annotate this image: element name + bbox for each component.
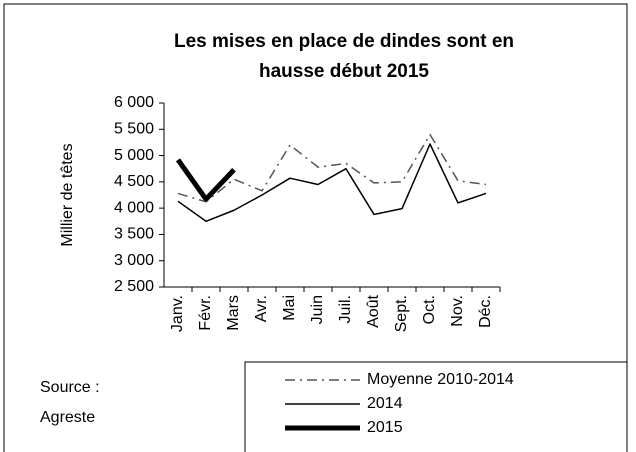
legend-label: 2014 xyxy=(367,395,403,412)
chart-title: hausse début 2015 xyxy=(259,61,429,82)
legend-label: Moyenne 2010-2014 xyxy=(367,371,514,388)
x-tick-label: Févr. xyxy=(197,295,214,331)
x-tick-label: Janv. xyxy=(169,295,186,332)
y-tick-label: 4 000 xyxy=(114,199,154,216)
x-tick-label: Mars xyxy=(225,295,242,331)
frame xyxy=(3,3,628,452)
series-line xyxy=(177,133,487,203)
chart-title: Les mises en place de dindes sont en xyxy=(174,31,514,52)
y-axis-label: Millier de têtes xyxy=(59,143,76,246)
source: Agreste xyxy=(40,409,95,426)
x-tick-label: Juin xyxy=(309,295,326,324)
x-tick-label: Avr. xyxy=(253,295,270,322)
source: Source : xyxy=(40,379,100,396)
series-line xyxy=(177,143,487,223)
y-tick-label: 3 000 xyxy=(114,252,154,269)
legend-box xyxy=(244,361,628,452)
y-tick-label: 3 500 xyxy=(114,226,154,243)
y-tick-label: 5 000 xyxy=(114,147,154,164)
y-tick-label: 5 500 xyxy=(114,121,154,138)
legend-label: 2015 xyxy=(367,419,403,436)
y-tick-label: 2 500 xyxy=(114,278,154,295)
series-line xyxy=(175,158,236,202)
x-tick-label: Juil. xyxy=(337,295,354,323)
x-tick-label: Oct. xyxy=(421,295,438,324)
y-tick-label: 6 000 xyxy=(114,94,154,111)
x-tick-label: Nov. xyxy=(449,295,466,327)
x-tick-label: Déc. xyxy=(477,295,494,328)
x-tick-label: Sept. xyxy=(393,295,410,332)
x-tick-label: Août xyxy=(365,294,382,327)
x-tick-label: Mai xyxy=(281,295,298,321)
y-tick-label: 4 500 xyxy=(114,173,154,190)
